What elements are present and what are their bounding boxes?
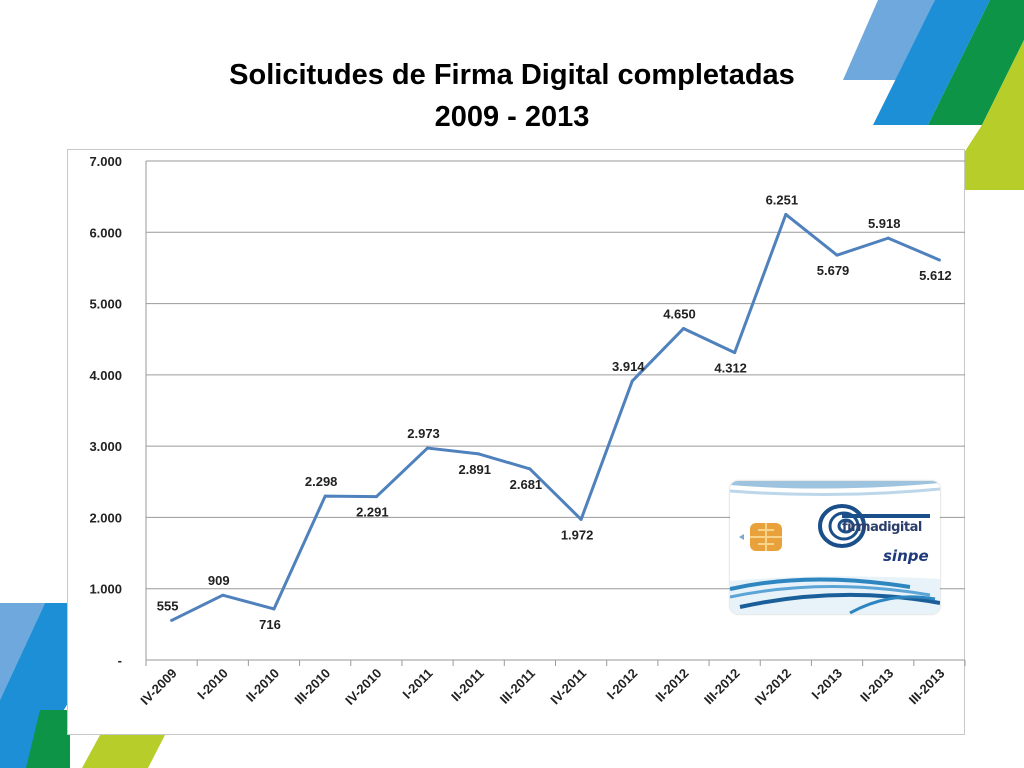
data-point: [835, 253, 839, 257]
x-tick-label: III-2012: [701, 666, 743, 708]
card-issuer-text: sinpe: [883, 547, 929, 565]
y-tick-label: -: [118, 653, 122, 668]
data-label: 3.914: [612, 359, 645, 374]
series-line: [170, 212, 940, 622]
deco-stripe-lime-top: [940, 40, 1024, 190]
card-brand-text: firmadigital: [842, 520, 922, 535]
data-point: [221, 593, 225, 597]
y-tick-label: 2.000: [89, 510, 122, 525]
card-graphic: [730, 481, 940, 614]
data-point: [272, 607, 276, 611]
data-label: 5.679: [817, 263, 850, 278]
data-point: [937, 258, 941, 262]
data-label: 1.972: [561, 527, 594, 542]
x-tick-label: II-2010: [243, 666, 282, 705]
data-point: [886, 236, 890, 240]
data-label: 2.973: [407, 426, 440, 441]
deco-stripe-green-bottom: [26, 710, 70, 768]
x-tick-label: III-2010: [291, 666, 333, 708]
x-tick-label: I-2013: [808, 666, 845, 703]
data-label: 2.291: [356, 505, 389, 520]
x-tick-label: III-2013: [906, 666, 948, 708]
chart-title-line2: 2009 - 2013: [434, 101, 590, 133]
data-label: 6.251: [766, 192, 799, 207]
line-chart: - 1.000 2.000 3.000 4.000 5.000 6.000 7.000 IV-2…: [89, 154, 966, 708]
data-label: 909: [208, 573, 230, 588]
x-tick-label: I-2012: [604, 666, 641, 703]
x-tick-label: IV-2011: [547, 666, 589, 708]
x-tick-label: IV-2010: [342, 666, 384, 708]
data-point: [579, 517, 583, 521]
data-point: [528, 467, 532, 471]
data-point: [374, 495, 378, 499]
data-label: 2.298: [305, 474, 338, 489]
data-point: [681, 327, 685, 331]
x-tick-label: II-2011: [448, 666, 487, 705]
data-label: 5.918: [868, 216, 901, 231]
data-label: 555: [157, 598, 179, 613]
data-point: [323, 494, 327, 498]
deco-stripe-light-blue-top: [843, 0, 935, 80]
data-label: 5.612: [919, 268, 952, 283]
chart-title-line1: Solicitudes de Firma Digital completadas: [229, 59, 795, 91]
deco-stripe-lime-bottom: [82, 735, 165, 768]
y-tick-label: 7.000: [89, 154, 122, 169]
y-tick-label: 4.000: [89, 368, 122, 383]
data-label: 716: [259, 617, 281, 632]
data-point: [630, 379, 634, 383]
data-point: [733, 351, 737, 355]
data-point: [170, 618, 174, 622]
y-tick-label: 6.000: [89, 225, 122, 240]
digital-signature-card-image: [730, 481, 940, 614]
data-label: 2.891: [458, 462, 491, 477]
x-tick-label: II-2013: [857, 666, 896, 705]
x-tick-label: IV-2012: [752, 666, 794, 708]
y-tick-label: 5.000: [89, 297, 122, 312]
x-tick-label: I-2011: [399, 666, 435, 702]
x-tick-label: I-2010: [194, 666, 231, 703]
chart-area: - 1.000 2.000 3.000 4.000 5.000 6.000 7.000 IV-2…: [67, 149, 966, 735]
data-label: 2.681: [510, 477, 543, 492]
deco-stripe-blue-top: [873, 0, 990, 125]
deco-stripe-green-top: [928, 0, 1024, 125]
y-tick-label: 1.000: [89, 582, 122, 597]
x-tick-label: III-2011: [497, 666, 538, 707]
y-tick-label: 3.000: [89, 439, 122, 454]
data-point: [477, 452, 481, 456]
data-point: [784, 212, 788, 216]
data-label: 4.312: [714, 361, 747, 376]
x-tick-label: IV-2009: [137, 666, 179, 708]
data-label: 4.650: [663, 307, 696, 322]
x-tick-label: II-2012: [652, 666, 691, 705]
data-point: [426, 446, 430, 450]
